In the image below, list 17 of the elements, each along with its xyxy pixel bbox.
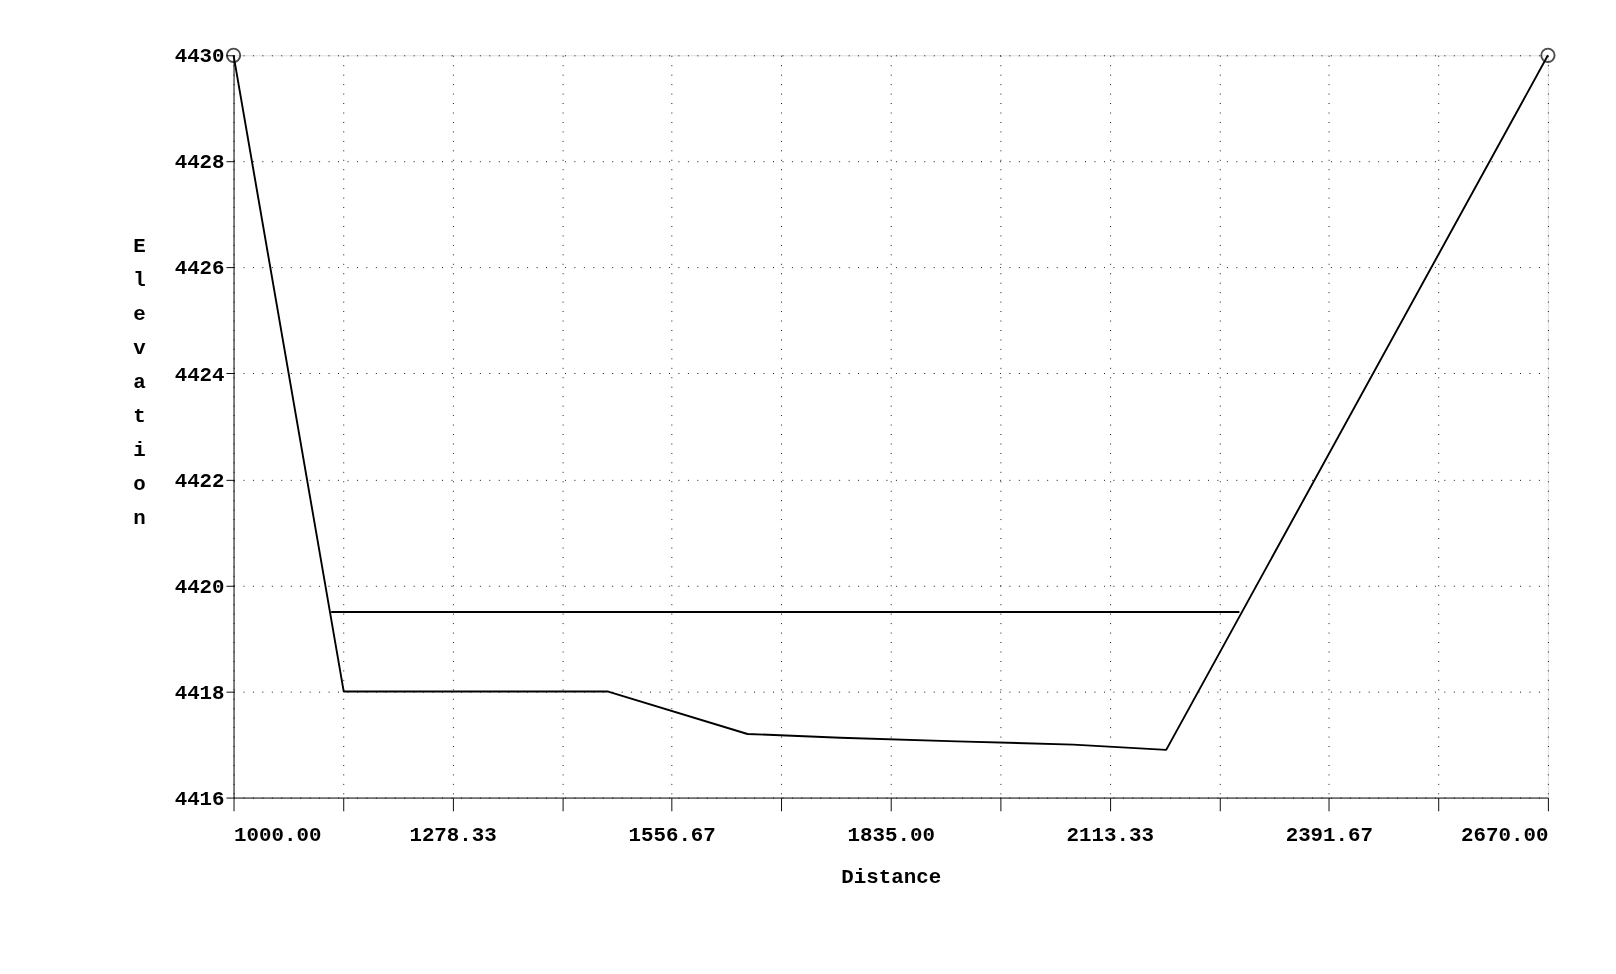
x-tick-label: 1556.67 [628,823,716,847]
x-tick-label: 2113.33 [1066,823,1154,847]
y-tick-label: 4430 [174,45,225,69]
x-axis-title: Distance [841,866,942,890]
x-tick-label: 1000.00 [234,823,322,847]
x-tick-label: 1278.33 [409,823,497,847]
y-tick-label: 4424 [174,363,225,387]
y-tick-label: 4420 [174,575,225,599]
y-tick-label: 4428 [174,151,225,175]
x-tick-label: 2670.00 [1461,823,1549,847]
text: Elevation [133,234,146,530]
y-tick-label: 4426 [174,257,225,281]
x-tick-label: 1835.00 [847,823,935,847]
y-tick-label: 4422 [174,469,225,493]
y-tick-label: 4418 [174,681,225,705]
x-tick-label: 2391.67 [1285,823,1374,847]
y-tick-label: 4416 [174,787,225,811]
